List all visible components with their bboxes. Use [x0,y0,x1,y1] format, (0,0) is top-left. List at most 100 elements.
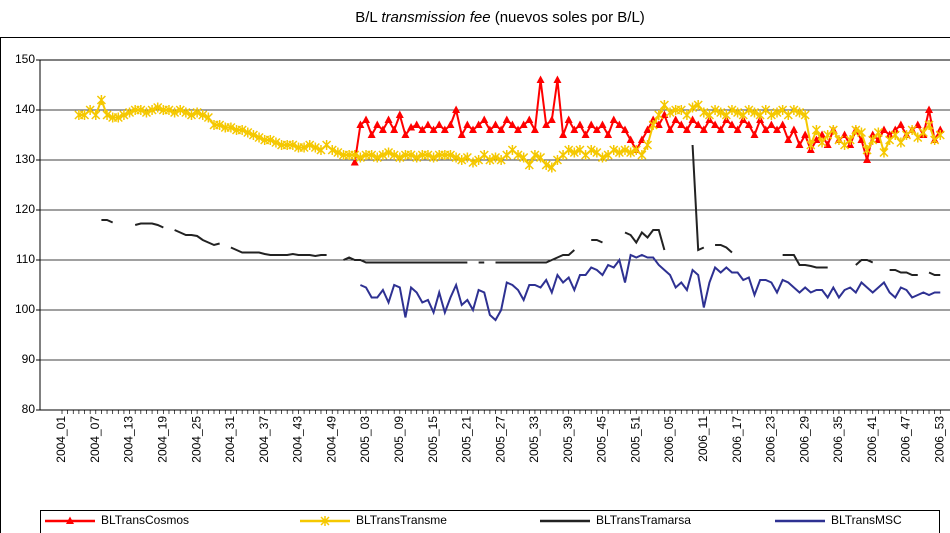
marker [609,115,618,123]
marker [525,115,534,123]
marker [485,155,495,165]
marker [643,125,652,133]
marker [925,105,934,113]
legend-label: BLTransCosmos [101,513,189,527]
marker [710,105,720,115]
marker [524,160,534,170]
marker [896,137,906,148]
marker [716,125,725,133]
marker [333,147,343,158]
x-tick-label: 2004_43 [291,416,305,463]
marker [203,112,213,123]
marker [491,120,500,128]
marker [372,152,382,163]
x-tick-label: 2006_23 [764,416,778,463]
marker [102,110,112,120]
marker [863,155,872,163]
marker [412,120,421,128]
marker [407,123,416,131]
series-line [101,219,114,224]
series-line [928,271,941,276]
marker [390,125,399,133]
marker [406,150,416,160]
marker [457,130,466,138]
x-tick-label: 2004_01 [54,416,68,463]
marker [800,110,810,120]
marker [569,147,579,158]
marker [828,125,838,135]
marker [355,152,365,163]
marker [570,125,579,133]
marker [350,150,360,160]
marker [468,125,477,133]
marker [378,125,387,133]
x-tick-label: 2004_49 [324,416,338,463]
marker [699,107,709,118]
marker [648,120,658,130]
marker [435,120,444,128]
marker [587,120,596,128]
marker [682,110,692,120]
marker [226,122,236,133]
marker [688,115,697,123]
marker [699,125,708,133]
title-part: transmission fee [381,9,490,26]
marker [614,147,624,158]
marker [542,120,551,128]
x-tick-label: 2006_47 [899,416,913,463]
series-line [230,246,327,258]
marker [778,120,787,128]
marker [620,145,630,155]
marker [553,75,562,83]
marker [642,140,653,150]
marker [429,152,439,163]
y-tick-label: 150 [15,52,35,66]
marker [744,120,753,128]
x-tick-label: 2005_15 [426,416,440,463]
marker [175,105,185,115]
marker [299,142,309,153]
marker [581,130,590,138]
chart-title: B/L transmission fee (nuevos soles por B… [355,9,645,26]
marker [362,115,371,123]
marker [541,160,551,170]
marker [445,150,456,160]
x-tick-label: 2006_53 [932,416,946,463]
series-line [174,229,220,247]
legend-box [40,510,940,533]
marker [654,110,664,120]
marker [711,120,720,128]
marker [597,152,608,163]
marker [879,147,889,158]
marker [789,105,799,115]
marker [811,125,821,135]
x-tick-label: 2005_39 [561,416,575,463]
series-line [691,144,705,252]
marker [310,142,320,153]
marker [485,125,494,133]
x-tick-label: 2006_05 [662,416,676,463]
marker [626,147,636,158]
marker [749,107,760,118]
marker [536,75,545,83]
marker [789,125,798,133]
marker [530,125,539,133]
marker [170,107,180,118]
marker [248,130,258,140]
x-tick-label: 2004_31 [223,416,237,463]
marker [446,120,455,128]
marker [181,107,191,118]
marker [885,130,894,138]
x-tick-label: 2005_09 [392,416,406,463]
marker [530,150,540,160]
marker [727,105,737,115]
marker [609,145,619,155]
marker [873,127,883,138]
marker [373,120,382,128]
marker [891,125,900,133]
marker [91,110,101,120]
marker [125,107,135,118]
marker [164,105,174,115]
marker [666,125,675,133]
